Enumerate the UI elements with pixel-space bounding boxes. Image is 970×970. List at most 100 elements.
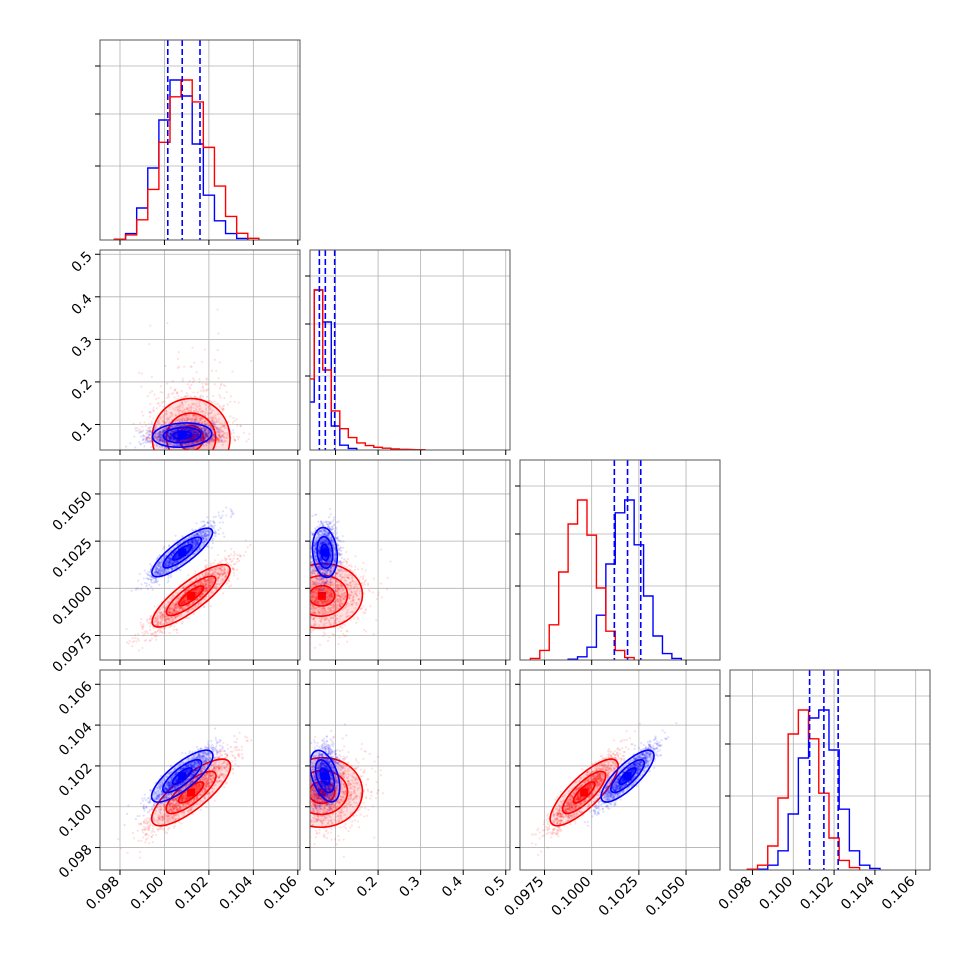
sample-point [219,384,222,387]
sample-point [216,436,219,440]
sample-point [213,421,216,424]
sample-point [154,435,157,438]
sample-point [223,440,226,444]
sample-point [215,430,219,433]
sample-point [203,348,206,351]
sample-point [218,430,221,434]
sample-point [134,446,137,449]
sample-point [195,415,198,418]
sample-point [164,413,167,416]
sample-point [223,440,227,443]
sample-point [195,430,198,433]
sample-point [192,612,196,615]
sample-point [191,429,194,432]
sample-point [211,436,214,439]
sample-point [195,433,198,437]
sample-point [205,434,208,437]
sample-point [169,411,172,414]
sample-point [217,432,220,435]
sample-point [173,424,177,428]
sample-point [218,421,221,425]
sample-point [210,419,214,422]
sample-point [201,418,204,421]
sample-point [200,437,203,440]
sample-point [173,389,176,392]
sample-point [219,436,222,439]
sample-point [217,438,221,441]
sample-point [196,405,199,408]
sample-point [161,424,164,427]
sample-point [200,416,203,419]
sample-point [197,439,200,442]
sample-point [215,428,219,431]
sample-point [192,452,194,454]
sample-point [229,415,232,418]
sample-point [156,402,159,405]
sample-point [178,424,181,427]
sample-point [221,440,225,444]
sample-point [210,401,214,404]
sample-point [193,409,196,413]
sample-point [202,444,205,447]
sample-point [178,405,181,408]
sample-point [205,395,209,399]
sample-point [199,438,203,441]
sample-point [145,437,149,440]
sample-point [161,430,165,433]
sample-point [165,409,168,413]
sample-point [143,639,146,642]
sample-point [210,401,213,404]
sample-point [198,400,201,403]
sample-point [216,437,219,441]
sample-point [149,324,152,327]
sample-point [184,400,187,404]
sample-point [222,407,225,410]
sample-point [196,391,199,394]
grid-1-0 [100,250,300,450]
sample-point [204,432,207,435]
sample-point [191,430,195,434]
sample-point [221,434,224,437]
sample-point [159,451,161,453]
sample-point [222,425,225,428]
sample-point [198,402,201,405]
sample-point [218,387,222,390]
sample-point [137,632,140,636]
sample-point [222,383,225,386]
sample-point [196,430,199,433]
sample-point [223,549,227,552]
sample-point [196,435,199,438]
sample-point [161,440,164,443]
sample-point [232,550,236,554]
sample-point [218,428,221,432]
peak-marker [187,434,196,443]
sample-point [188,417,192,421]
sample-point [207,421,210,425]
sample-point [230,547,233,551]
sample-point [171,431,174,435]
sample-point [212,419,215,422]
sample-point [224,427,227,430]
sample-point [174,428,178,431]
sample-point [166,418,169,421]
sample-point [209,562,213,565]
sample-point [200,437,203,441]
sample-point [168,420,171,424]
sample-point [180,424,183,427]
sample-point [218,434,221,437]
sample-point [204,434,208,437]
sample-point [212,415,215,418]
sample-point [146,395,149,398]
sample-point [162,414,165,417]
sample-point [175,434,178,437]
sample-point [181,404,185,407]
sample-point [198,417,201,421]
sample-point [170,435,173,438]
sample-point [161,431,164,434]
sample-point [210,440,213,443]
sample-point [204,434,207,437]
sample-point [167,393,170,396]
sample-point [201,385,204,388]
sample-point [138,428,141,431]
sample-point [134,427,137,430]
